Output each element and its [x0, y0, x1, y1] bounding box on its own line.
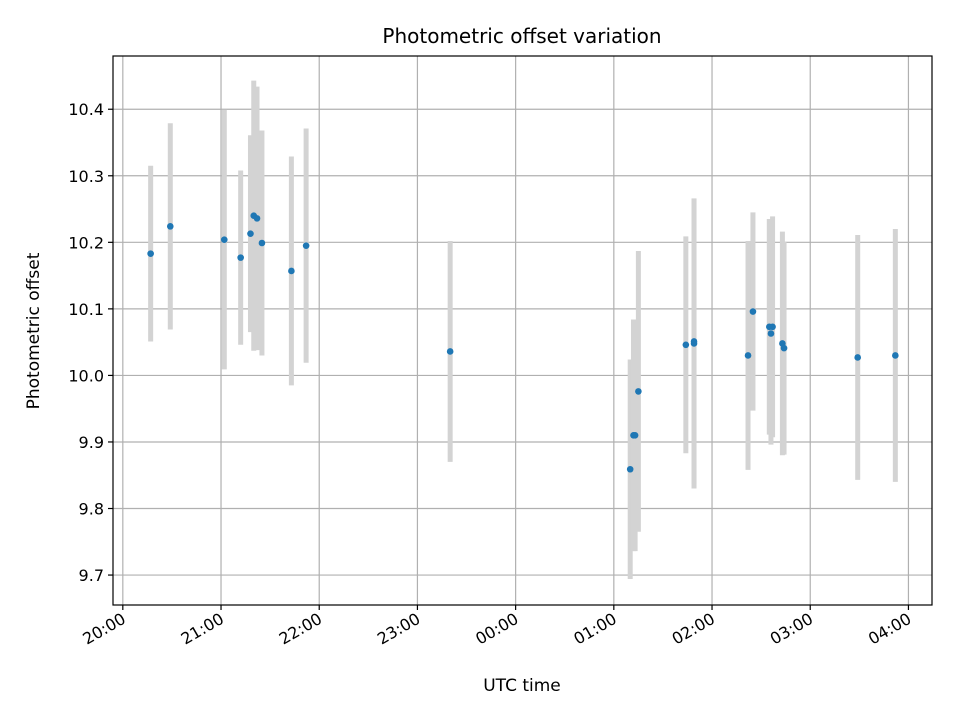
y-axis-title: Photometric offset: [24, 252, 44, 409]
data-point: [288, 267, 295, 275]
y-tick-label: 9.8: [79, 500, 104, 519]
data-point: [258, 239, 266, 247]
data-points: [147, 212, 899, 473]
plot-frame: [112, 55, 933, 606]
data-point: [854, 354, 861, 361]
data-point: [631, 432, 639, 439]
x-axis-title: UTC time: [483, 676, 561, 696]
data-point: [147, 250, 154, 257]
data-point: [892, 352, 899, 359]
grid-lines: [113, 56, 932, 605]
y-tick-label: 10.3: [68, 167, 104, 186]
data-point: [247, 230, 254, 237]
chart-title: Photometric offset variation: [382, 24, 661, 48]
y-tick-label: 10.1: [68, 300, 104, 319]
data-point: [626, 465, 634, 473]
y-tick-label: 10.2: [68, 233, 104, 252]
data-point: [253, 215, 261, 222]
data-point: [302, 242, 310, 249]
data-point: [749, 308, 757, 315]
data-point: [220, 236, 228, 243]
data-point: [635, 388, 642, 395]
data-point: [769, 323, 776, 331]
y-tick-label: 9.9: [79, 433, 104, 452]
data-point: [780, 344, 788, 352]
y-tick-label: 9.7: [79, 566, 104, 585]
y-tick-label: 10.4: [68, 100, 104, 119]
data-point: [682, 341, 690, 349]
data-point: [237, 254, 244, 261]
data-point: [744, 352, 752, 359]
y-axis-ticks: 9.7 9.8 9.9 10.0 10.1 10.2 10.3 10.4: [68, 100, 113, 585]
data-point: [446, 348, 454, 355]
data-point: [166, 223, 174, 230]
y-tick-label: 10.0: [68, 366, 104, 385]
data-point: [690, 338, 698, 345]
data-point: [767, 330, 775, 337]
